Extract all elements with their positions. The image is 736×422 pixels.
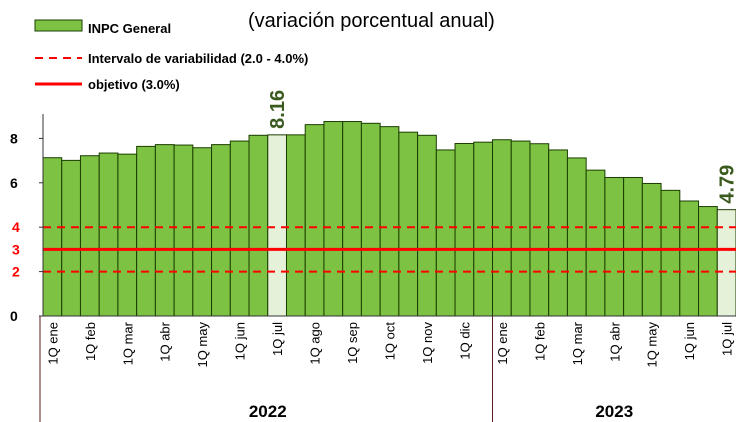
x-tick-label: 1Q mar [570,321,585,365]
x-tick-label: 1Q abr [158,321,173,361]
bar [510,140,531,317]
bar [623,176,643,317]
bar [173,144,194,317]
bar [679,200,700,317]
bar [417,134,437,317]
x-tick-label: 1Q jul [270,322,285,356]
x-tick-label: 1Q feb [532,322,547,361]
bar [42,157,63,317]
chart-subtitle: (variación porcentual anual) [248,10,495,32]
x-tick-label: 1Q jul [720,322,735,356]
data-label: 8.16 [267,90,289,129]
bar [698,206,718,317]
bar [323,121,344,317]
bar [304,124,325,317]
legend-label: INPC General [88,21,171,36]
x-tick-label: 1Q sep [345,322,360,364]
x-tick-label: 1Q ene [495,322,510,365]
x-tick-label: 1Q oct [383,322,398,361]
group-label: 2023 [595,402,633,421]
x-tick-label: 1Q jun [233,322,248,360]
bar [267,134,287,317]
y-tick-label: 8 [10,130,18,146]
group-label: 2022 [249,402,287,421]
bar [79,155,100,317]
x-tick-label: 1Q nov [420,322,435,364]
y-tick-label: 4 [12,219,20,235]
bar [360,122,381,317]
x-tick-label: 1Q jun [682,322,697,360]
x-tick-label: 1Q may [645,322,660,368]
bar [660,189,681,317]
bar [454,143,475,317]
target-label: 3 [12,241,20,257]
legend-label: objetivo (3.0%) [88,77,180,92]
bar [585,169,606,317]
x-tick-label: 1Q ene [45,322,60,365]
bar [566,157,587,317]
bar [61,159,81,317]
x-tick-label: 1Q may [195,322,210,368]
bar [716,209,736,317]
bar [604,176,625,317]
bar [98,152,119,317]
bar [548,149,568,317]
bar [473,141,494,317]
bar [248,134,269,317]
x-tick-label: 1Q mar [120,321,135,365]
y-tick-label: 2 [12,264,20,280]
bar [342,121,362,317]
bar [398,131,419,317]
x-tick-label: 1Q ago [308,322,323,365]
bar [529,143,550,317]
data-label: 4.79 [717,165,736,204]
legend-label: Intervalo de variabilidad (2.0 - 4.0%) [88,51,308,66]
y-tick-label: 0 [10,308,18,324]
bar [379,126,400,317]
bar [154,144,175,317]
bar [117,153,138,317]
y-tick-label: 6 [10,175,18,191]
x-tick-label: 1Q feb [83,322,98,361]
bar [435,149,456,317]
bar [229,140,250,317]
bar [211,144,231,317]
bar [192,147,213,317]
legend-swatch [34,19,83,32]
x-tick-label: 1Q abr [607,321,622,361]
x-tick-label: 1Q dic [457,322,472,360]
bar [136,145,156,317]
bar [285,134,306,317]
